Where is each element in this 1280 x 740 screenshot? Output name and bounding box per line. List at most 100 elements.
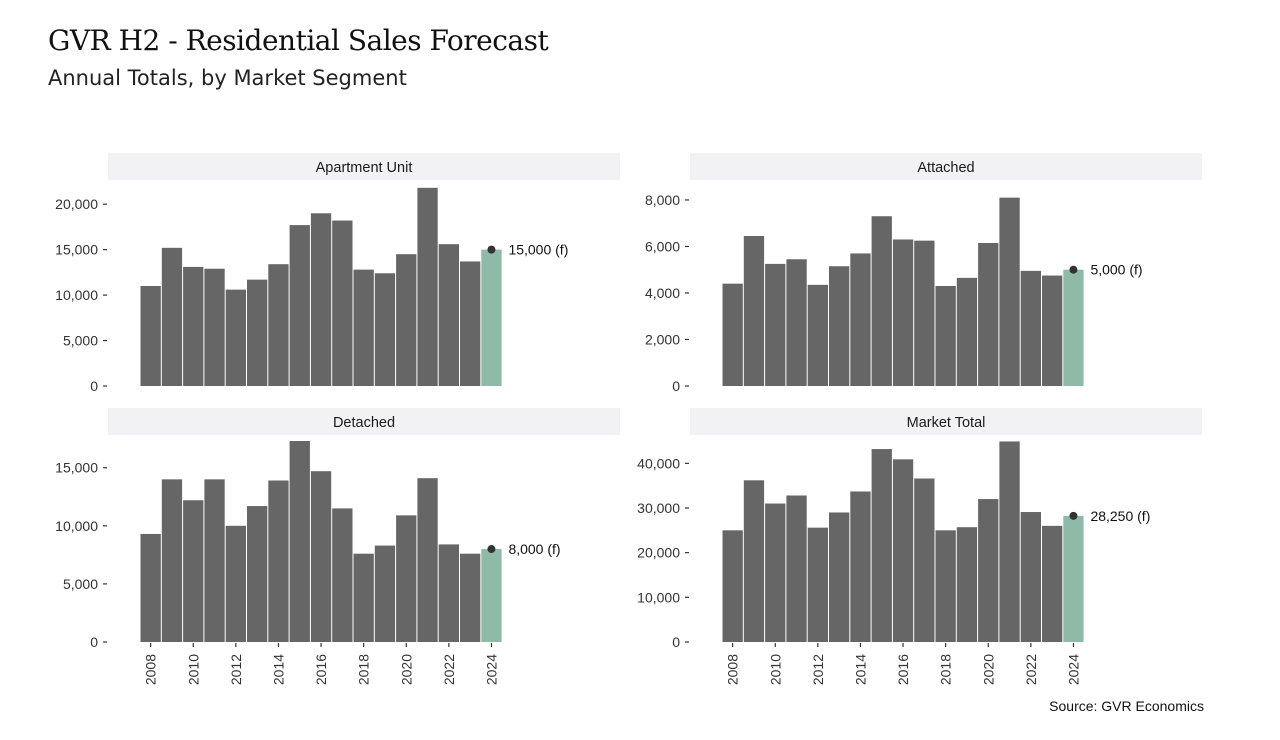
x-tick-label: 2012 — [228, 654, 244, 685]
y-tick-label: 2,000 — [645, 331, 680, 347]
facet-strip-detached — [108, 408, 620, 435]
y-tick-label: 10,000 — [55, 518, 98, 534]
y-tick-label: 5,000 — [63, 333, 98, 349]
data-bar — [892, 459, 914, 642]
y-tick-label: 20,000 — [637, 545, 680, 561]
y-tick-label: 6,000 — [645, 238, 680, 254]
forecast-point — [1069, 511, 1078, 520]
x-tick-label: 2020 — [980, 654, 996, 685]
facet-strip-apartment-unit — [108, 153, 620, 180]
y-tick-label: 10,000 — [637, 589, 680, 605]
data-bar — [722, 283, 743, 386]
x-tick-label: 2024 — [483, 654, 499, 685]
data-bar — [460, 553, 481, 642]
forecast-point — [487, 545, 496, 554]
y-tick-label: 0 — [672, 634, 680, 650]
forecast-point — [487, 245, 496, 254]
data-bar — [204, 479, 225, 642]
data-bar — [268, 264, 289, 386]
data-bar — [310, 471, 332, 642]
facet-strip-market-total — [690, 408, 1202, 435]
forecast-label: 5,000 (f) — [1090, 262, 1142, 278]
forecast-bar — [1063, 269, 1084, 386]
data-bar — [374, 545, 396, 642]
data-bar — [225, 525, 246, 642]
y-tick-label: 20,000 — [55, 196, 98, 212]
data-bar — [914, 478, 935, 642]
data-bar — [956, 527, 978, 642]
forecast-point — [1069, 265, 1078, 274]
facet-strip-attached — [690, 153, 1202, 180]
forecast-label: 28,250 (f) — [1090, 508, 1150, 524]
x-tick-label: 2016 — [895, 654, 911, 685]
data-bar — [999, 197, 1020, 386]
data-bar — [374, 273, 396, 386]
data-bar — [892, 239, 914, 386]
data-bar — [268, 480, 289, 642]
data-bar — [289, 441, 310, 642]
x-tick-label: 2008 — [143, 654, 159, 685]
data-bar — [417, 187, 438, 386]
x-tick-label: 2012 — [810, 654, 826, 685]
y-tick-label: 10,000 — [55, 287, 98, 303]
chart-title: GVR H2 - Residential Sales Forecast — [48, 24, 549, 57]
chart-subtitle: Annual Totals, by Market Segment — [48, 66, 407, 90]
data-bar — [161, 247, 183, 386]
data-bar — [850, 491, 871, 642]
x-tick-label: 2018 — [938, 654, 954, 685]
data-bar — [1042, 275, 1063, 386]
data-bar — [786, 495, 807, 642]
y-tick-label: 5,000 — [63, 576, 98, 592]
data-bar — [353, 269, 374, 386]
data-bar — [978, 242, 999, 386]
data-bar — [786, 259, 807, 386]
data-bar — [247, 279, 268, 386]
data-bar — [935, 286, 956, 386]
data-bar — [743, 480, 765, 642]
forecast-label: 8,000 (f) — [508, 541, 560, 557]
data-bar — [460, 261, 481, 386]
x-tick-label: 2010 — [185, 654, 201, 685]
data-bar — [807, 527, 828, 642]
forecast-bar — [481, 249, 502, 386]
y-tick-label: 0 — [90, 378, 98, 394]
data-bar — [1042, 525, 1063, 642]
facet-title-detached: Detached — [333, 415, 395, 431]
source-note: Source: GVR Economics — [1049, 698, 1204, 714]
data-bar — [978, 499, 999, 642]
data-bar — [871, 216, 892, 386]
data-bar — [765, 503, 786, 642]
data-bar — [396, 254, 417, 386]
data-bar — [204, 268, 225, 386]
data-bar — [438, 544, 459, 642]
facet-title-apartment-unit: Apartment Unit — [316, 160, 413, 176]
x-tick-label: 2024 — [1065, 654, 1081, 685]
x-tick-label: 2022 — [441, 654, 457, 685]
facet-title-market-total: Market Total — [907, 415, 986, 431]
data-bar — [722, 530, 743, 642]
data-bar — [438, 244, 459, 386]
facet-title-attached: Attached — [917, 160, 974, 176]
x-tick-label: 2016 — [313, 654, 329, 685]
forecast-bar — [1063, 515, 1084, 642]
y-tick-label: 40,000 — [637, 455, 680, 471]
y-tick-label: 0 — [90, 634, 98, 650]
data-bar — [247, 506, 268, 642]
data-bar — [743, 236, 765, 386]
x-tick-label: 2008 — [725, 654, 741, 685]
data-bar — [935, 530, 956, 642]
x-tick-label: 2018 — [356, 654, 372, 685]
data-bar — [140, 286, 161, 386]
data-bar — [396, 515, 417, 642]
y-tick-label: 4,000 — [645, 285, 680, 301]
data-bar — [310, 213, 332, 386]
forecast-label: 15,000 (f) — [508, 242, 568, 258]
data-bar — [289, 225, 310, 386]
data-bar — [353, 553, 374, 642]
data-bar — [829, 512, 850, 642]
data-bar — [140, 533, 161, 642]
data-bar — [765, 263, 786, 386]
data-bar — [183, 266, 204, 386]
data-bar — [1020, 512, 1041, 642]
